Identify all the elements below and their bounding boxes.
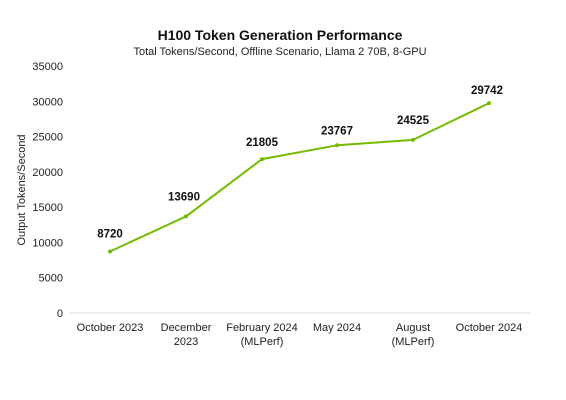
y-tick-label: 0 [57,308,63,320]
x-tick-label: February 2024 (MLPerf) [226,322,298,348]
data-point [260,157,264,162]
x-axis: October 2023 December 2023 February 2024 (ML… [77,322,523,348]
data-label: 13690 [168,191,200,203]
y-tick-label: 10000 [32,237,63,249]
x-tick-label-line: 2023 [174,336,198,348]
x-tick-label-line: December [161,322,212,334]
data-label: 8720 [97,228,123,240]
x-tick-label-line: October 2023 [77,322,144,334]
data-label: 23767 [321,125,353,137]
data-point [411,137,415,142]
y-tick-label: 5000 [39,273,63,285]
y-axis-label: Output Tokens/Second [16,134,28,245]
series-line-group [108,101,491,254]
x-tick-label: May 2024 [313,322,361,334]
y-axis: 0 5000 10000 15000 20000 25000 30000 35000 [32,61,63,320]
chart-title: H100 Token Generation Performance [158,27,403,43]
data-label: 29742 [471,85,503,97]
x-tick-label: December 2023 [161,322,212,348]
x-tick-label: October 2024 [456,322,523,334]
x-tick-label-line: February 2024 [226,322,298,334]
y-tick-label: 20000 [32,167,63,179]
series-line [109,102,490,253]
x-tick-label-line: October 2024 [456,322,523,334]
x-tick-label-line: August [396,322,430,334]
x-tick-label-line: (MLPerf) [392,336,435,348]
data-point [184,214,188,219]
data-label-group: 8720 13690 21805 23767 24525 29742 [97,85,503,240]
x-tick-label: August (MLPerf) [392,322,435,348]
x-tick-label-line: May 2024 [313,322,361,334]
data-point [335,143,339,148]
data-point [108,249,112,254]
y-tick-label: 15000 [32,202,63,214]
y-tick-label: 25000 [32,132,63,144]
y-tick-label: 35000 [32,61,63,73]
data-label: 21805 [246,137,279,149]
data-label: 24525 [397,115,430,127]
y-tick-label: 30000 [32,96,63,108]
chart-subtitle: Total Tokens/Second, Offline Scenario, L… [133,46,426,58]
x-tick-label: October 2023 [77,322,144,334]
data-point [487,101,491,106]
x-tick-label-line: (MLPerf) [241,336,284,348]
